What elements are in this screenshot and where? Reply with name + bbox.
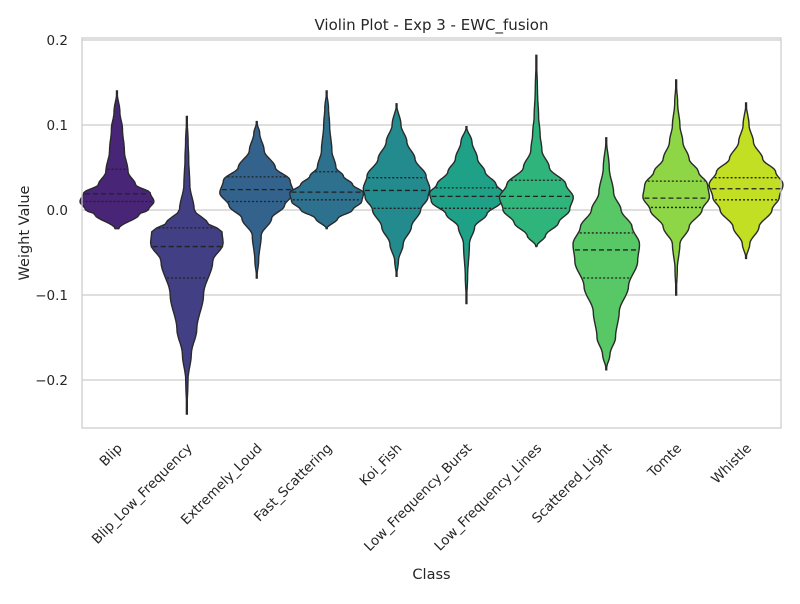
plot-frame [81, 37, 782, 429]
violin-body [642, 79, 711, 296]
violin-whistle [708, 102, 784, 260]
y-tick-label: 0.0 [47, 203, 68, 219]
violin-body [572, 137, 641, 371]
violin-body [428, 126, 505, 305]
y-tick-labels: −0.2 −0.1 0.0 0.1 0.2 [35, 33, 68, 389]
violin-body [288, 90, 365, 230]
violin-tomte [642, 79, 711, 296]
violin-blip-low-frequency [149, 115, 224, 415]
violin-low-frequency-lines [498, 54, 574, 248]
y-tick-label: −0.2 [35, 373, 68, 389]
violins [79, 54, 784, 415]
y-axis-label: Weight Value [17, 185, 33, 280]
violin-body [219, 120, 295, 279]
chart-title: Violin Plot - Exp 3 - EWC_fusion [315, 16, 549, 35]
violin-body [708, 102, 784, 260]
violin-koi-fish [362, 103, 431, 277]
violin-extremely-loud [219, 120, 295, 279]
y-tick-label: 0.1 [47, 118, 68, 134]
violin-low-frequency-burst [428, 126, 505, 305]
violin-body [498, 54, 574, 248]
violin-blip [79, 90, 155, 230]
violin-body [149, 115, 224, 415]
violin-scattered-light [572, 137, 641, 371]
y-tick-label: 0.2 [47, 33, 68, 49]
violin-body [362, 103, 431, 277]
violin-fast-scattering [288, 90, 365, 230]
x-axis-label: Class [412, 567, 450, 583]
y-tick-label: −0.1 [35, 288, 68, 304]
